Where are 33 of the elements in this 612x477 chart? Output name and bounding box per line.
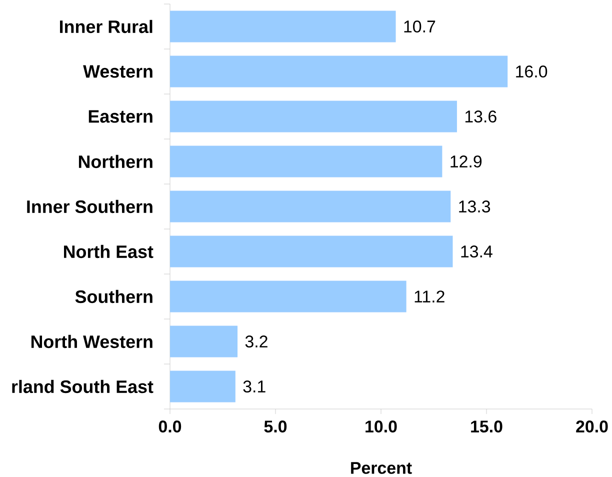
bar xyxy=(170,100,457,132)
y-tick-label: Eastern xyxy=(88,110,152,123)
data-label: 3.2 xyxy=(245,336,268,348)
bar xyxy=(170,56,508,88)
data-label: 13.3 xyxy=(459,200,490,213)
x-tick-label: 15.0 xyxy=(471,420,502,433)
y-tick-label: rland South East xyxy=(12,380,154,394)
y-tick-label: Northern xyxy=(78,154,152,168)
bar xyxy=(170,370,236,402)
bar xyxy=(170,10,396,42)
bar xyxy=(170,190,451,222)
y-tick-label: Inner Southern xyxy=(27,200,152,214)
data-label: 13.6 xyxy=(465,110,496,123)
y-tick-label: North Western xyxy=(31,334,152,348)
x-tick-label: 10.0 xyxy=(366,420,397,433)
bar xyxy=(170,236,453,268)
bar xyxy=(170,146,442,178)
x-axis-title: Percent xyxy=(351,462,412,474)
x-tick-label: 0.0 xyxy=(158,420,182,433)
data-label: 3.1 xyxy=(243,380,266,393)
y-tick-label: North East xyxy=(64,244,154,258)
data-label: 11.2 xyxy=(414,290,444,302)
bar xyxy=(170,326,238,358)
data-label: 12.9 xyxy=(450,156,482,168)
data-label: 10.7 xyxy=(404,20,436,33)
bar xyxy=(170,280,406,312)
y-tick-label: Southern xyxy=(75,290,152,304)
y-tick-label: Inner Rural xyxy=(60,20,152,34)
data-label: 13.4 xyxy=(461,246,492,258)
x-tick-label: 5.0 xyxy=(264,420,287,433)
y-tick-label: Western xyxy=(83,65,152,78)
x-tick-label: 20.0 xyxy=(576,420,608,433)
data-label: 16.0 xyxy=(516,66,548,78)
